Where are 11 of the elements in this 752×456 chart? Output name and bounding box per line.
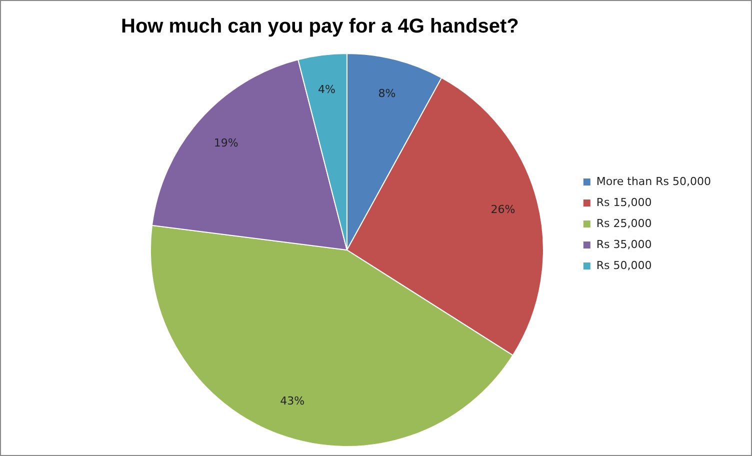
- legend-label: Rs 25,000: [596, 216, 652, 230]
- legend-label: More than Rs 50,000: [596, 174, 712, 188]
- data-label: 26%: [490, 202, 516, 216]
- data-label: 43%: [280, 394, 305, 408]
- data-label: 19%: [214, 136, 238, 150]
- legend-label: Rs 50,000: [596, 258, 652, 272]
- legend-label: Rs 15,000: [596, 196, 652, 209]
- data-label: 8%: [378, 86, 396, 100]
- data-label: 4%: [318, 83, 336, 96]
- chart-title: How much can you pay for a 4G handset?: [121, 16, 519, 38]
- legend-label: Rs 35,000: [596, 238, 652, 251]
